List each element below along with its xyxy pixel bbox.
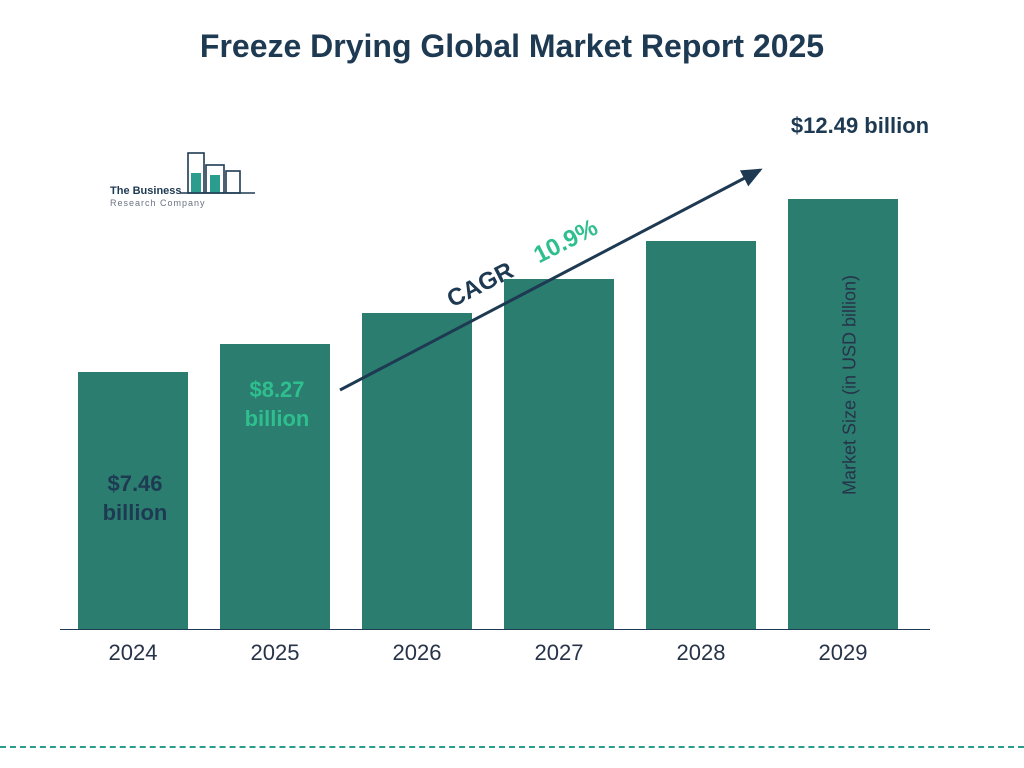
data-label: $12.49 billion: [760, 112, 960, 141]
x-axis-tick-label: 2027: [504, 640, 614, 666]
y-axis-label: Market Size (in USD billion): [839, 275, 860, 495]
chart-title: Freeze Drying Global Market Report 2025: [0, 0, 1024, 65]
x-axis-tick-label: 2024: [78, 640, 188, 666]
bar: [362, 313, 472, 629]
x-axis-tick-label: 2029: [788, 640, 898, 666]
bar: [646, 241, 756, 629]
x-axis-tick-label: 2026: [362, 640, 472, 666]
data-label: $7.46billion: [80, 470, 190, 527]
chart-area: The Business Research Company 2024202520…: [60, 100, 930, 670]
x-axis-tick-label: 2025: [220, 640, 330, 666]
bars-container: [60, 150, 930, 630]
x-axis-tick-label: 2028: [646, 640, 756, 666]
data-label: $8.27billion: [222, 376, 332, 433]
x-axis-labels: 2024 2025 2026 2027 2028 2029: [60, 634, 930, 670]
bottom-dashed-line: [0, 746, 1024, 748]
bar: [504, 279, 614, 629]
